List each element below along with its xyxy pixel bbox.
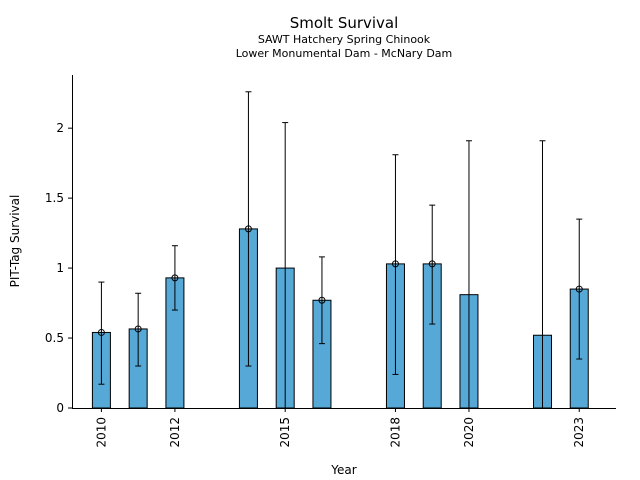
- point-marker-2012: [171, 274, 179, 282]
- chart-subtitle-line-2: Lower Monumental Dam - McNary Dam: [236, 47, 453, 60]
- bars-layer: [91, 228, 589, 409]
- x-tick-label-3: 2018: [388, 417, 402, 448]
- point-marker-2014: [244, 225, 252, 233]
- x-tick-label-1: 2012: [168, 417, 182, 448]
- point-marker-2019: [428, 260, 436, 268]
- point-marker-2016: [318, 296, 326, 304]
- y-tick-label-1: 0.5: [45, 331, 64, 345]
- x-tick-label-5: 2023: [572, 417, 586, 448]
- y-tick-label-0: 0: [56, 401, 64, 415]
- y-tick-label-3: 1.5: [45, 191, 64, 205]
- error-bars-layer: [98, 91, 583, 408]
- x-tick-label-4: 2020: [462, 417, 476, 448]
- chart-subtitle-line-1: SAWT Hatchery Spring Chinook: [258, 33, 431, 46]
- point-marker-2023: [575, 285, 583, 293]
- x-tick-label-0: 2010: [94, 417, 108, 448]
- point-marker-2011: [134, 325, 142, 333]
- point-marker-2018: [391, 260, 399, 268]
- x-tick-label-2: 2015: [278, 417, 292, 448]
- chart-title: Smolt Survival: [290, 14, 399, 32]
- markers-layer: [97, 225, 583, 336]
- y-tick-label-2: 1: [56, 261, 64, 275]
- point-marker-2010: [97, 328, 105, 336]
- y-ticks: 0 0.5 1 1.5 2: [45, 121, 72, 415]
- x-axis-label: Year: [330, 463, 356, 477]
- y-axis-label: PIT-Tag Survival: [8, 195, 22, 288]
- x-ticks: 2010 2012 2015 2018 2020 2023: [94, 408, 586, 448]
- y-tick-label-4: 2: [56, 121, 64, 135]
